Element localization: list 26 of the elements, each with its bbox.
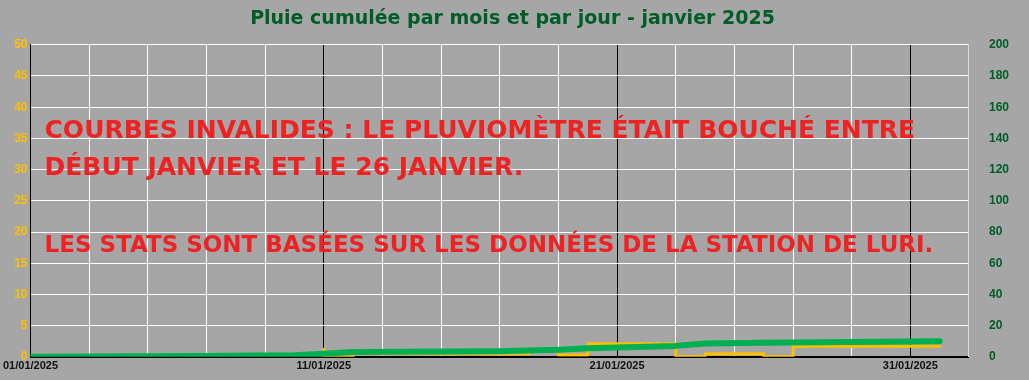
y2-tick-label: 80 <box>988 224 1003 239</box>
x-tick-label: 31/01/2025 <box>882 359 938 372</box>
y2-tick-label: 200 <box>988 37 1010 52</box>
y-tick-label: 30 <box>14 161 28 176</box>
y-tick-label: 35 <box>14 130 28 145</box>
y-tick-label: 25 <box>14 193 28 208</box>
y2-tick-label: 180 <box>988 68 1010 83</box>
y2-tick-label: 60 <box>988 255 1003 270</box>
y-tick-label: 5 <box>20 317 28 332</box>
y2-tick-label: 160 <box>988 99 1010 114</box>
y-tick-label: 15 <box>14 255 28 270</box>
chart-title: Pluie cumulée par mois et par jour - janvier 2025 <box>250 6 775 29</box>
x-tick-label: 01/01/2025 <box>3 359 59 372</box>
y2-tick-label: 40 <box>988 286 1003 301</box>
y2-tick-label: 140 <box>988 130 1010 145</box>
y-tick-label: 20 <box>14 224 28 239</box>
y-tick-label: 40 <box>14 99 28 114</box>
y2-tick-label: 100 <box>988 193 1010 208</box>
y-tick-label: 50 <box>14 37 28 52</box>
y2-tick-label: 20 <box>988 317 1003 332</box>
y-tick-label: 45 <box>14 68 28 83</box>
y2-tick-label: 120 <box>988 161 1010 176</box>
y2-tick-label: 0 <box>988 349 996 364</box>
x-tick-label: 21/01/2025 <box>589 359 645 372</box>
x-tick-label: 11/01/2025 <box>296 359 352 372</box>
y-tick-label: 10 <box>14 286 28 301</box>
